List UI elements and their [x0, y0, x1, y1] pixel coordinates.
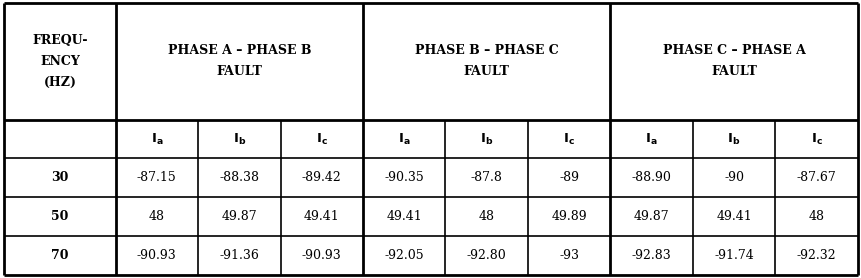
Text: $\mathbf{I_a}$: $\mathbf{I_a}$ [151, 131, 163, 147]
Text: $\mathbf{I_a}$: $\mathbf{I_a}$ [398, 131, 410, 147]
Text: -92.05: -92.05 [384, 249, 424, 262]
Text: 49.87: 49.87 [221, 210, 257, 223]
Text: -91.36: -91.36 [219, 249, 259, 262]
Text: 50: 50 [51, 210, 69, 223]
Text: 49.41: 49.41 [386, 210, 422, 223]
Text: -87.67: -87.67 [796, 172, 835, 184]
Text: 48: 48 [478, 210, 494, 223]
Text: -88.90: -88.90 [631, 172, 671, 184]
Text: -87.8: -87.8 [470, 172, 502, 184]
Text: 49.41: 49.41 [715, 210, 751, 223]
Text: PHASE A – PHASE B
FAULT: PHASE A – PHASE B FAULT [167, 44, 311, 78]
Text: $\mathbf{I_b}$: $\mathbf{I_b}$ [727, 131, 740, 147]
Text: -90: -90 [723, 172, 743, 184]
Text: -87.15: -87.15 [137, 172, 177, 184]
Text: 70: 70 [51, 249, 69, 262]
Text: 49.41: 49.41 [304, 210, 339, 223]
Text: PHASE C – PHASE A
FAULT: PHASE C – PHASE A FAULT [662, 44, 804, 78]
Text: $\mathbf{I_c}$: $\mathbf{I_c}$ [809, 131, 821, 147]
Text: PHASE B – PHASE C
FAULT: PHASE B – PHASE C FAULT [414, 44, 558, 78]
Text: 48: 48 [149, 210, 164, 223]
Text: 49.89: 49.89 [551, 210, 586, 223]
Text: -89: -89 [559, 172, 579, 184]
Text: -90.35: -90.35 [384, 172, 424, 184]
Text: -92.80: -92.80 [467, 249, 506, 262]
Text: 48: 48 [808, 210, 823, 223]
Text: -93: -93 [559, 249, 579, 262]
Text: $\mathbf{I_b}$: $\mathbf{I_b}$ [480, 131, 492, 147]
Text: -90.93: -90.93 [137, 249, 177, 262]
Text: -92.32: -92.32 [796, 249, 835, 262]
Text: -91.74: -91.74 [713, 249, 753, 262]
Text: FREQU-
ENCY
(HZ): FREQU- ENCY (HZ) [32, 34, 88, 89]
Text: $\mathbf{I_a}$: $\mathbf{I_a}$ [645, 131, 657, 147]
Text: 30: 30 [51, 172, 69, 184]
Text: -88.38: -88.38 [219, 172, 259, 184]
Text: $\mathbf{I_c}$: $\mathbf{I_c}$ [562, 131, 574, 147]
Text: -89.42: -89.42 [301, 172, 341, 184]
Text: $\mathbf{I_c}$: $\mathbf{I_c}$ [315, 131, 327, 147]
Text: $\mathbf{I_b}$: $\mathbf{I_b}$ [232, 131, 245, 147]
Text: 49.87: 49.87 [633, 210, 669, 223]
Text: -90.93: -90.93 [301, 249, 341, 262]
Text: -92.83: -92.83 [631, 249, 671, 262]
